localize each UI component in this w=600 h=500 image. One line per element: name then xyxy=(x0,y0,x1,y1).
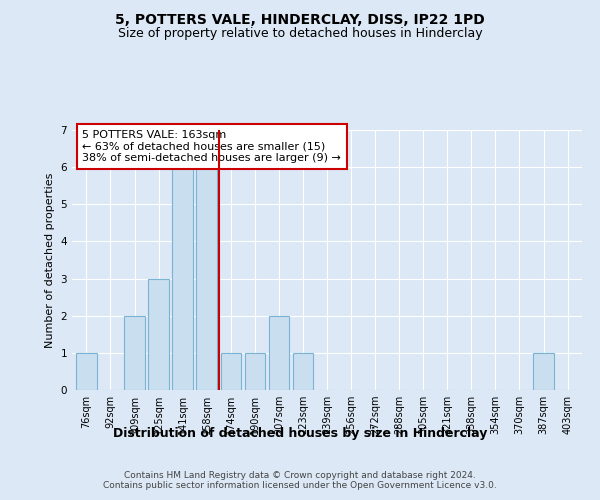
Bar xyxy=(172,167,193,390)
Bar xyxy=(245,353,265,390)
Bar xyxy=(148,278,169,390)
Text: Distribution of detached houses by size in Hinderclay: Distribution of detached houses by size … xyxy=(113,428,487,440)
Text: 5, POTTERS VALE, HINDERCLAY, DISS, IP22 1PD: 5, POTTERS VALE, HINDERCLAY, DISS, IP22 … xyxy=(115,12,485,26)
Text: Size of property relative to detached houses in Hinderclay: Size of property relative to detached ho… xyxy=(118,28,482,40)
Bar xyxy=(196,167,217,390)
Text: Contains HM Land Registry data © Crown copyright and database right 2024.
Contai: Contains HM Land Registry data © Crown c… xyxy=(103,470,497,490)
Bar xyxy=(221,353,241,390)
Bar xyxy=(269,316,289,390)
Bar xyxy=(124,316,145,390)
Bar xyxy=(293,353,313,390)
Text: 5 POTTERS VALE: 163sqm
← 63% of detached houses are smaller (15)
38% of semi-det: 5 POTTERS VALE: 163sqm ← 63% of detached… xyxy=(82,130,341,163)
Y-axis label: Number of detached properties: Number of detached properties xyxy=(45,172,55,348)
Bar xyxy=(76,353,97,390)
Bar xyxy=(533,353,554,390)
